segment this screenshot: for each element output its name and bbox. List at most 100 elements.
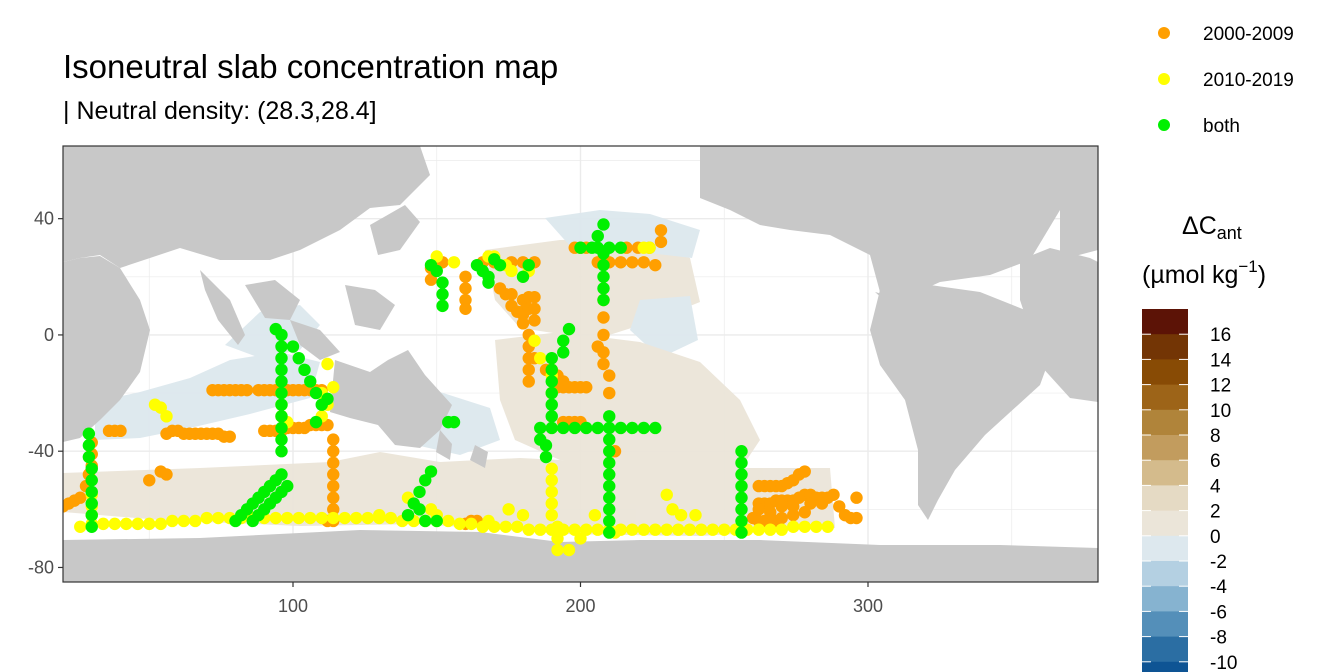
data-point <box>735 526 748 539</box>
data-point <box>597 357 610 371</box>
data-point <box>74 491 87 504</box>
data-point <box>735 456 748 470</box>
data-point <box>718 523 731 536</box>
colorbar-step <box>1142 359 1188 386</box>
legend-key-2000-2009 <box>1158 27 1170 39</box>
colorbar-step <box>1142 586 1188 612</box>
data-point <box>574 241 587 254</box>
data-point <box>459 302 472 315</box>
data-point <box>82 439 96 452</box>
data-point <box>775 511 788 525</box>
data-point <box>804 497 817 510</box>
data-point <box>557 346 570 359</box>
colorbar-step <box>1142 485 1188 512</box>
colorbar-label: 4 <box>1210 476 1221 497</box>
data-point <box>505 288 518 301</box>
data-point <box>603 526 616 539</box>
data-point <box>327 445 340 458</box>
data-point <box>82 450 96 464</box>
data-point <box>545 421 558 435</box>
data-point <box>626 421 639 435</box>
data-point <box>327 433 340 446</box>
data-point <box>798 520 811 533</box>
colorbar-step <box>1142 661 1188 672</box>
data-point <box>833 500 846 513</box>
data-point <box>275 445 288 458</box>
data-point <box>545 485 558 499</box>
data-point <box>321 418 334 432</box>
data-point <box>321 357 334 371</box>
data-point <box>275 410 288 423</box>
data-point <box>603 503 616 516</box>
data-point <box>373 508 386 522</box>
data-point <box>413 503 426 516</box>
data-point <box>735 479 748 493</box>
data-point <box>442 514 455 528</box>
data-point <box>85 462 98 475</box>
data-point <box>166 514 179 528</box>
data-point <box>683 523 696 536</box>
data-point <box>419 474 432 487</box>
data-point <box>534 351 547 365</box>
data-point <box>511 520 524 533</box>
data-point <box>143 474 156 487</box>
data-point <box>327 491 340 504</box>
data-point <box>286 340 300 353</box>
data-point <box>114 424 127 438</box>
data-point <box>528 314 541 327</box>
data-point <box>539 450 553 464</box>
data-point <box>574 532 587 545</box>
data-point <box>597 270 610 283</box>
data-point <box>674 508 688 522</box>
data-point <box>430 264 443 278</box>
data-point <box>85 474 98 487</box>
data-point <box>424 465 438 478</box>
data-point <box>562 543 576 557</box>
data-point <box>545 375 558 388</box>
data-point <box>585 241 599 254</box>
data-point <box>522 363 535 377</box>
data-point <box>545 398 558 411</box>
data-point <box>309 386 323 400</box>
colorbar-step <box>1142 636 1188 663</box>
data-point <box>275 351 288 365</box>
data-point <box>327 468 340 481</box>
legend-label-2000-2009: 2000-2009 <box>1203 24 1294 45</box>
data-point <box>591 229 604 243</box>
data-point <box>597 293 610 307</box>
data-point <box>327 381 340 394</box>
data-point <box>545 363 558 377</box>
colorbar-label: 0 <box>1210 527 1221 548</box>
data-point <box>603 410 616 423</box>
data-point <box>764 523 777 536</box>
data-point <box>436 299 449 313</box>
data-point <box>551 543 564 557</box>
colorbar-label: 6 <box>1210 451 1221 472</box>
data-point <box>327 479 340 493</box>
data-point <box>424 273 438 286</box>
data-point <box>597 282 610 295</box>
data-point <box>580 421 593 435</box>
data-point <box>505 264 518 278</box>
data-point <box>591 340 604 353</box>
data-point <box>850 491 863 504</box>
data-point <box>189 514 202 528</box>
data-point <box>275 421 288 435</box>
data-point <box>603 445 616 458</box>
data-point <box>695 523 708 536</box>
data-points <box>63 218 863 557</box>
data-point <box>275 468 288 481</box>
data-point <box>419 514 432 528</box>
colorbar-step <box>1142 510 1188 537</box>
data-point <box>522 258 535 272</box>
data-point <box>626 256 639 269</box>
data-point <box>545 410 558 423</box>
data-point <box>689 508 702 522</box>
data-point <box>603 491 616 504</box>
colorbar-step <box>1142 384 1188 411</box>
data-point <box>597 258 610 272</box>
data-point <box>660 488 673 501</box>
data-point <box>752 523 765 536</box>
data-point <box>459 282 472 295</box>
